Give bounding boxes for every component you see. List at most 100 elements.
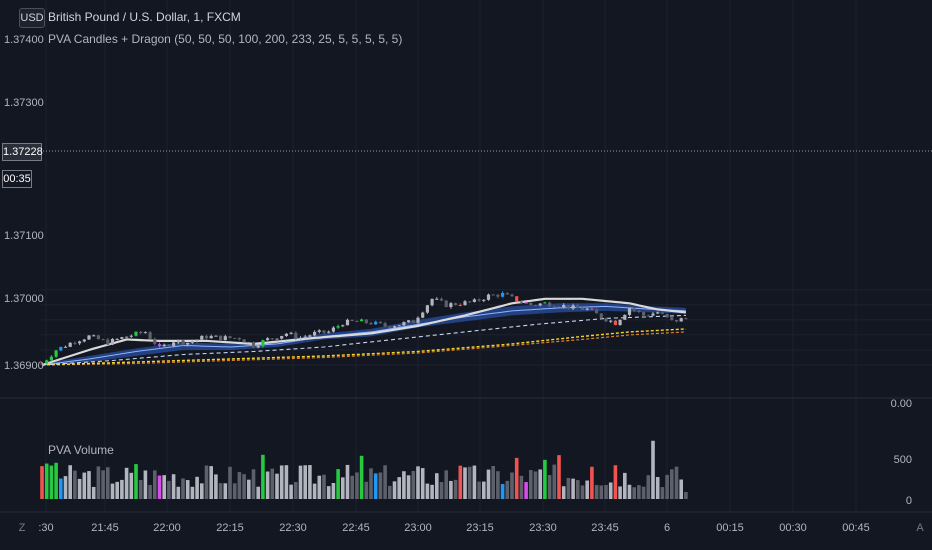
volume-axis-label-500: 500 — [893, 454, 912, 466]
volume-bar — [242, 474, 246, 499]
candle-body — [486, 294, 491, 300]
time-label: 6 — [663, 522, 671, 534]
candle-body — [106, 339, 110, 345]
volume-bar — [608, 482, 613, 499]
candle-body — [660, 312, 664, 314]
candle-body — [294, 332, 298, 339]
candle-body — [59, 346, 63, 351]
volume-bar — [543, 459, 547, 499]
zoom-button[interactable]: Z — [18, 522, 26, 534]
auto-scale-button[interactable]: A — [916, 522, 924, 534]
volume-bar — [204, 465, 209, 499]
bar-countdown: 00:35 — [2, 170, 32, 188]
candle-body — [595, 309, 599, 314]
volume-bar — [623, 472, 627, 499]
candle-body — [599, 313, 603, 319]
volume-bar — [373, 473, 378, 499]
candle-body — [510, 294, 514, 297]
volume-bar — [284, 465, 289, 499]
volume-bar — [59, 478, 63, 499]
candle-body — [623, 314, 627, 320]
volume-bar — [665, 474, 669, 499]
volume-bar — [261, 454, 265, 499]
volume-bar — [355, 472, 359, 499]
ema200-line — [41, 328, 686, 366]
volume-bar — [218, 483, 223, 499]
volume-bar — [439, 482, 444, 499]
volume-title[interactable]: PVA Volume — [48, 443, 114, 457]
candle-body — [219, 335, 223, 341]
candle-body — [656, 312, 660, 314]
candle-body — [468, 301, 472, 303]
volume-bar — [463, 467, 467, 499]
volume-bar — [364, 481, 369, 499]
moving-averages — [41, 297, 687, 367]
price-label-6: 1.36900 — [4, 360, 44, 372]
candle-body — [378, 321, 382, 324]
volume-bar — [49, 465, 54, 499]
volume-bar — [585, 480, 589, 499]
candle-body — [684, 318, 688, 320]
candle-body — [524, 302, 528, 304]
volume-bar — [627, 484, 632, 499]
volume-axis-label-top: 0.00 — [890, 398, 912, 410]
volume-bar — [679, 479, 683, 499]
volume-bar — [247, 479, 251, 499]
volume-bar — [561, 486, 566, 499]
candle-body — [87, 335, 91, 340]
candle-body — [303, 336, 307, 338]
volume-bar — [326, 486, 331, 499]
grid — [40, 0, 932, 512]
candle-body — [369, 322, 373, 325]
candle-body — [195, 339, 199, 342]
candle-body — [322, 330, 326, 333]
volume-bar — [317, 475, 322, 499]
volume-bar — [162, 475, 166, 499]
candle-body — [501, 292, 505, 297]
volume-bar — [444, 470, 448, 499]
candle-body — [261, 340, 265, 347]
candle-body — [49, 356, 53, 361]
candle-body — [200, 335, 204, 340]
volume-bar — [547, 475, 552, 499]
indicator-legend[interactable]: PVA Candles + Dragon (50, 50, 50, 100, 2… — [48, 32, 403, 46]
volume-bar — [524, 482, 528, 499]
volume-bar — [200, 483, 204, 499]
candle-body — [40, 363, 44, 365]
volume-bar — [684, 492, 688, 499]
candle-body — [421, 312, 425, 318]
candle-body — [96, 335, 100, 340]
volume-bar — [190, 486, 195, 499]
volume-bar — [63, 476, 68, 499]
candle-body — [139, 331, 143, 334]
candle-body — [172, 342, 176, 346]
symbol-title[interactable]: British Pound / U.S. Dollar, 1, FXCM — [48, 10, 241, 24]
candle-body — [228, 336, 232, 338]
candle-body — [557, 306, 561, 308]
candle-body — [674, 320, 679, 322]
candle-body — [92, 335, 96, 337]
volume-bar — [251, 469, 256, 499]
candle-body — [167, 344, 171, 346]
volume-bar — [486, 469, 491, 499]
candle-body — [562, 304, 566, 308]
candle-body — [604, 318, 608, 322]
volume-bar — [110, 483, 115, 499]
candle-body — [181, 340, 185, 345]
candle-body — [157, 344, 162, 346]
candle-body — [162, 344, 166, 346]
volume-bar — [359, 455, 364, 499]
price-label-5: 1.37000 — [4, 293, 44, 305]
currency-button[interactable]: USD — [19, 8, 45, 28]
volume-bar — [618, 486, 622, 499]
volume-bar — [312, 483, 317, 499]
candle-body — [449, 303, 453, 308]
volume-bar — [402, 471, 406, 499]
candle-body — [397, 325, 401, 327]
volume-bar — [411, 470, 416, 499]
volume-bar — [552, 464, 557, 499]
volume-bar — [350, 475, 354, 499]
candle-body — [266, 338, 270, 341]
candle-body — [463, 301, 467, 306]
